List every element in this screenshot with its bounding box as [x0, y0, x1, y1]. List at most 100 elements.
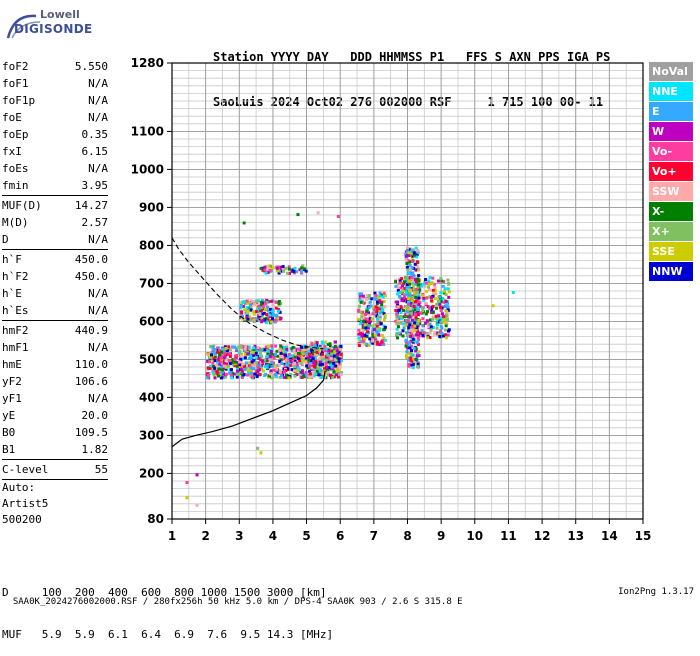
echo-point — [267, 264, 271, 268]
echo-point — [308, 344, 312, 348]
echo-point — [409, 303, 413, 307]
echo-point — [373, 310, 377, 314]
echo-point — [218, 353, 222, 357]
echo-point — [323, 364, 327, 368]
echo-point — [410, 328, 414, 332]
echo-point — [231, 358, 235, 362]
echo-point — [377, 307, 381, 311]
echo-point — [290, 368, 294, 372]
echo-point — [227, 359, 231, 363]
echo-point — [443, 287, 447, 291]
echo-point — [405, 276, 409, 280]
echo-point — [266, 318, 270, 322]
echo-point — [287, 361, 291, 365]
echo-point — [361, 325, 365, 329]
echo-point — [398, 279, 402, 283]
echo-point — [447, 290, 451, 294]
echo-point — [242, 221, 246, 225]
echo-point — [415, 352, 419, 356]
echo-point — [398, 295, 402, 299]
echo-point — [383, 338, 387, 342]
echo-point — [414, 328, 418, 332]
echo-point — [399, 305, 403, 309]
echo-point — [428, 295, 432, 299]
echo-point — [244, 361, 248, 365]
echo-point — [407, 302, 411, 306]
echo-point — [442, 289, 446, 293]
param-row: hmF2 440.9 — [2, 322, 108, 339]
echo-point — [242, 372, 246, 376]
echo-point — [231, 345, 235, 349]
echo-point — [324, 356, 328, 360]
echo-point — [433, 288, 437, 292]
echo-point — [428, 335, 432, 339]
echo-point — [411, 353, 415, 357]
echo-point — [409, 344, 413, 348]
echo-point — [235, 375, 239, 379]
echo-point — [294, 270, 298, 274]
echo-point — [372, 328, 376, 332]
echo-point — [304, 373, 308, 377]
echo-point — [395, 312, 399, 316]
param-row: fmin 3.95 — [2, 177, 108, 194]
echo-point — [257, 306, 261, 310]
echo-point — [329, 357, 333, 361]
echo-point — [408, 315, 412, 319]
echo-point — [263, 358, 267, 362]
echo-point — [302, 374, 306, 378]
y-tick-label: 200 — [139, 466, 164, 480]
echo-point — [279, 358, 283, 362]
echo-point — [395, 327, 399, 331]
echo-point — [209, 364, 213, 368]
echo-point — [243, 368, 247, 372]
echo-point — [328, 373, 332, 377]
echo-point — [412, 266, 416, 270]
echo-point — [399, 314, 403, 318]
echo-point — [271, 309, 275, 313]
echo-point — [338, 354, 342, 358]
legend-item: NoVal — [649, 62, 693, 81]
echo-point — [254, 309, 258, 313]
legend-item: E — [649, 102, 693, 121]
param-label: h`F — [2, 253, 22, 266]
echo-point — [333, 344, 337, 348]
echo-point — [324, 340, 328, 344]
echo-point — [278, 375, 282, 379]
echo-point — [327, 372, 331, 376]
echo-point — [279, 302, 283, 306]
echo-point — [408, 343, 412, 347]
echo-point — [268, 313, 272, 317]
echo-point — [430, 308, 434, 312]
echo-point — [295, 363, 299, 367]
echo-point — [285, 363, 289, 367]
echo-point — [394, 322, 398, 326]
echo-point — [257, 304, 261, 308]
echo-point — [375, 310, 379, 314]
echo-point — [315, 341, 319, 345]
echo-point — [308, 364, 312, 368]
echo-point — [298, 268, 302, 272]
echo-point — [360, 334, 364, 338]
echo-point — [395, 336, 399, 340]
echo-point — [371, 341, 375, 345]
echo-point — [233, 364, 237, 368]
file-footer: SAA0K_2024276002000.RSF / 280fx256h 50 k… — [2, 587, 698, 617]
echo-point — [412, 274, 416, 278]
echo-point — [415, 354, 419, 358]
echo-point — [239, 372, 243, 376]
echo-point — [335, 349, 339, 353]
echo-point — [441, 284, 445, 288]
echo-point — [411, 271, 415, 275]
echo-point — [219, 367, 223, 371]
echo-point — [229, 373, 233, 377]
echo-point — [258, 314, 262, 318]
echo-point — [265, 365, 269, 369]
echo-point — [314, 372, 318, 376]
echo-point — [444, 324, 448, 328]
echo-point — [322, 354, 326, 358]
echo-point — [360, 315, 364, 319]
echo-point — [300, 266, 304, 270]
echo-point — [311, 357, 315, 361]
echo-point — [321, 371, 325, 375]
echo-point — [289, 372, 293, 376]
